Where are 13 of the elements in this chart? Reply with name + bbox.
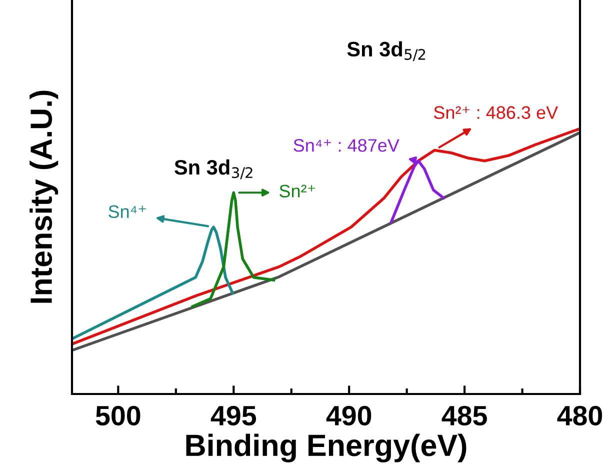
annotation: Sn²⁺ : 486.3 eV (434, 106, 558, 119)
x-tick-label: 500 (96, 406, 140, 426)
x-tick-label: 495 (210, 406, 256, 426)
text: Sn 3d$_{5/2}$ (347, 41, 426, 62)
annotation: Sn 3d$_{3/2}$ (174, 159, 252, 180)
x-tick-label: 485 (442, 406, 487, 426)
annotation: Sn²⁺ (280, 184, 316, 198)
annotation: Sn⁴⁺ (108, 205, 146, 218)
x-tick-label: 490 (326, 406, 372, 426)
annotation: Sn⁴⁺ : 487eV (294, 139, 400, 152)
y-axis-title: Intensity (A.U.) (30, 90, 58, 303)
x-tick-label: 480 (557, 406, 602, 426)
x-axis-title: Binding Energy(eV) (186, 434, 466, 462)
